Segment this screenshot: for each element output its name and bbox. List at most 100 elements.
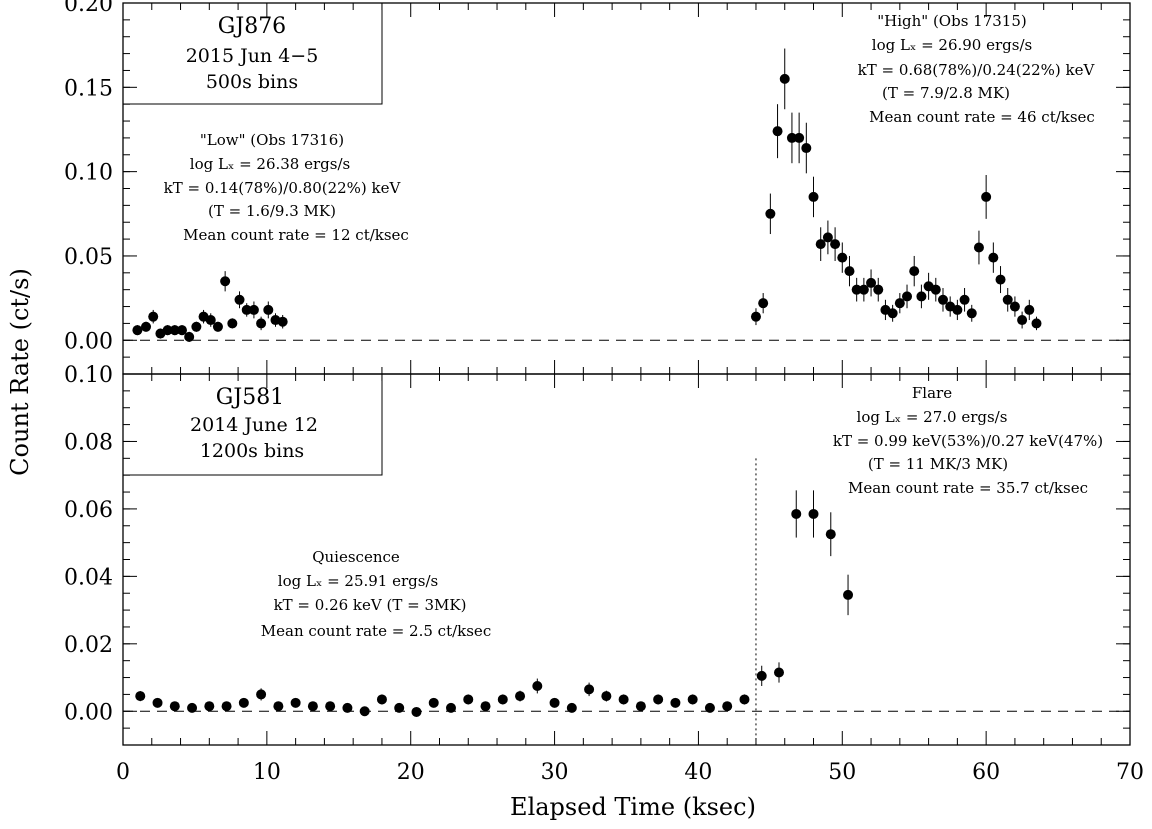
panel-0-data-point [808, 191, 819, 202]
panel-0-data-point [837, 252, 848, 263]
top-subtitle-2: 500s bins [206, 71, 298, 93]
bottom-subtitle-2: 1200s bins [200, 440, 304, 462]
panel-1-data-point [273, 701, 284, 712]
annotation-high-line-1: "High" (Obs 17315) [877, 12, 1027, 30]
panel-0-data-point [162, 325, 173, 336]
panel-0-data-point [866, 277, 877, 288]
panel-0-data-point [1009, 301, 1020, 312]
panel-1-data-point [135, 691, 146, 702]
panel-0-data-point [1024, 304, 1035, 315]
bottom-subtitle-1: 2014 June 12 [190, 414, 318, 436]
panel-0-ytick-label: 0.20 [64, 0, 113, 17]
panel-0-ytick-label: 0.10 [64, 161, 113, 186]
panel-1-data-point [687, 694, 698, 705]
panel-1-data-point [532, 680, 543, 691]
panel-1-data-point [584, 684, 595, 695]
panel-0-data-point [141, 321, 152, 332]
panel-0-data-point [844, 266, 855, 277]
annotation-quiescence-line-2: log Lₓ = 25.91 ergs/s [278, 572, 438, 590]
panel-0-data-point [930, 284, 941, 295]
annotation-flare-line-5: Mean count rate = 35.7 ct/ksec [848, 479, 1088, 497]
panel-0-data-point [894, 298, 905, 309]
top-subtitle-1: 2015 Jun 4−5 [186, 45, 319, 67]
panel-0-data-point [887, 308, 898, 319]
panel-0-data-point [169, 325, 180, 336]
annotation-low-line-5: Mean count rate = 12 ct/ksec [183, 226, 409, 244]
panel-0-ytick-label: 0.15 [64, 76, 113, 101]
panel-1-ytick-label: 0.08 [64, 430, 113, 455]
panel-1-data-point [704, 702, 715, 713]
annotation-flare-line-3: kT = 0.99 keV(53%)/0.27 keV(47%) [833, 432, 1103, 450]
panel-0-data-point [1017, 315, 1028, 326]
panel-0-data-point [981, 191, 992, 202]
panel-0-data-point [851, 284, 862, 295]
panel-0-data-point [988, 252, 999, 263]
annotation-quiescence-line-3: kT = 0.26 keV (T = 3MK) [274, 596, 467, 614]
panel-1-data-point [238, 697, 249, 708]
panel-1-data-point [808, 508, 819, 519]
panel-1-data-point [618, 694, 629, 705]
panel-1-data-point [187, 702, 198, 713]
panel-1-title-box [123, 374, 383, 476]
panel-0-data-point [858, 284, 869, 295]
annotation-high-line-5: Mean count rate = 46 ct/ksec [869, 108, 1095, 126]
panel-0-data-point [902, 291, 913, 302]
panel-0-data-point [822, 232, 833, 243]
panel-0-data-point [786, 132, 797, 143]
panel-1-xtick-label: 40 [684, 760, 712, 785]
annotation-low-line-4: (T = 1.6/9.3 MK) [208, 202, 336, 220]
panel-0-data-point [779, 73, 790, 84]
panel-1-data-point [843, 589, 854, 600]
annotation-quiescence-line-1: Quiescence [312, 548, 400, 566]
annotation-high-line-4: (T = 7.9/2.8 MK) [882, 84, 1010, 102]
panel-0-data-point [758, 298, 769, 309]
panel-1-data-point [825, 529, 836, 540]
panel-1-data-point [463, 694, 474, 705]
annotation-high-line-3: kT = 0.68(78%)/0.24(22%) keV [858, 61, 1096, 79]
panel-1-data-point [411, 706, 422, 717]
panel-1-data-point [722, 701, 733, 712]
panel-1-ytick-label: 0.00 [64, 700, 113, 725]
panel-1-data-point [480, 701, 491, 712]
panel-1-data-point [515, 691, 526, 702]
panel-0-data-point [263, 304, 274, 315]
panel-1-data-point [394, 702, 405, 713]
panel-1-data-point [791, 508, 802, 519]
panel-0-data-point [191, 321, 202, 332]
panel-1-data-point [773, 667, 784, 678]
panel-0-data-point [241, 304, 252, 315]
panel-1-ytick-label: 0.10 [64, 363, 113, 388]
panel-0-ytick-label: 0.00 [64, 329, 113, 354]
top-title: GJ876 [218, 14, 286, 39]
panel-1-data-point [256, 689, 267, 700]
panel-0-data-point [132, 325, 143, 336]
panel-0-title-box [123, 3, 383, 105]
panel-0-data-point [995, 274, 1006, 285]
panel-0-data-point [148, 311, 159, 322]
panel-0-data-point [1002, 294, 1013, 305]
panel-1-data-point [359, 706, 370, 717]
panel-0-data-point [937, 294, 948, 305]
panel-1-xtick-label: 60 [972, 760, 1000, 785]
panel-0-data-point [765, 208, 776, 219]
x-axis-title: Elapsed Time (ksec) [510, 793, 756, 821]
panel-0-data-point [234, 294, 245, 305]
panel-1-xtick-label: 50 [828, 760, 856, 785]
annotation-flare-line-4: (T = 11 MK/3 MK) [868, 455, 1008, 473]
panel-0-data-point [248, 304, 259, 315]
annotation-low-line-2: log Lₓ = 26.38 ergs/s [190, 155, 350, 173]
top-panel: GJ876 2015 Jun 4−5 500s bins "Low" (Obs … [164, 12, 1096, 244]
panel-1-data-point [221, 701, 232, 712]
panel-1-data-point [653, 694, 664, 705]
panel-1-ytick-label: 0.02 [64, 633, 113, 658]
panel-1-data-point [204, 701, 215, 712]
panel-0-data-point [750, 311, 761, 322]
panel-0-data-point [909, 266, 920, 277]
panel-1-xtick-label: 0 [116, 760, 130, 785]
panel-1-data-point [497, 694, 508, 705]
panel-0-data-point [205, 315, 216, 326]
panel-1-data-point [635, 701, 646, 712]
panel-1-data-point [739, 694, 750, 705]
panel-0-data-point [772, 126, 783, 137]
